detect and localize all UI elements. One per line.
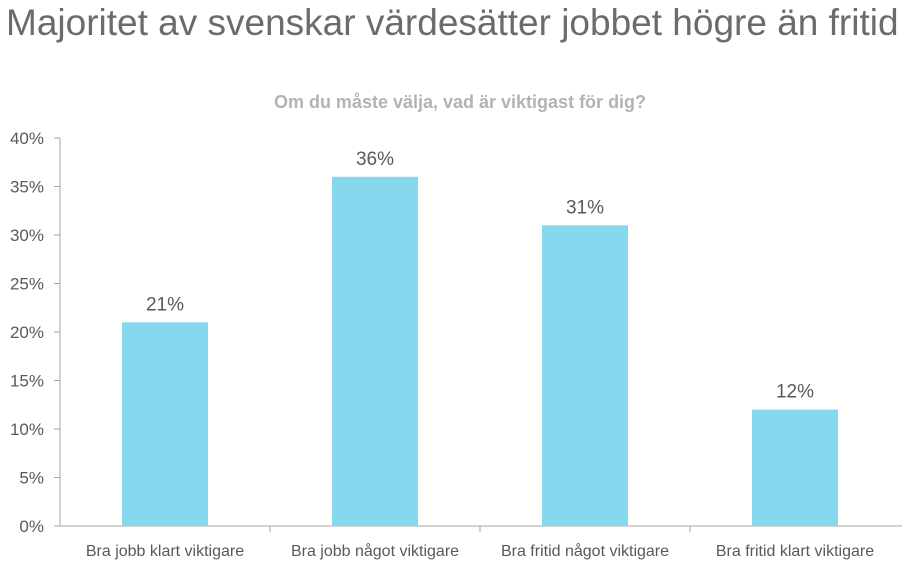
x-tick-label: Bra jobb klart viktigare: [86, 543, 244, 560]
data-label: 12%: [776, 382, 814, 403]
y-tick-label: 35%: [10, 178, 44, 197]
y-tick-label: 15%: [10, 372, 44, 391]
y-tick-label: 20%: [10, 323, 44, 342]
y-tick-label: 40%: [10, 129, 44, 148]
y-tick-label: 25%: [10, 275, 44, 294]
y-tick-label: 30%: [10, 226, 44, 245]
data-label: 31%: [566, 197, 604, 218]
x-tick-label: Bra jobb något viktigare: [291, 542, 459, 560]
x-tick-label: Bra fritid något viktigare: [501, 542, 669, 560]
bar: [332, 176, 418, 527]
data-label: 36%: [356, 149, 394, 170]
bar: [122, 322, 208, 526]
y-tick-label: 5%: [19, 469, 44, 488]
chart-title: Om du måste välja, vad är viktigast för …: [273, 92, 647, 112]
y-tick-label: 10%: [10, 420, 44, 439]
page-title: Majoritet av svenskar värdesätter jobbet…: [6, 2, 899, 43]
bar: [542, 225, 628, 527]
y-tick-label: 0%: [19, 517, 44, 536]
data-label: 21%: [146, 294, 184, 315]
x-tick-label: Bra fritid klart viktigare: [716, 543, 874, 560]
bar: [752, 409, 838, 526]
